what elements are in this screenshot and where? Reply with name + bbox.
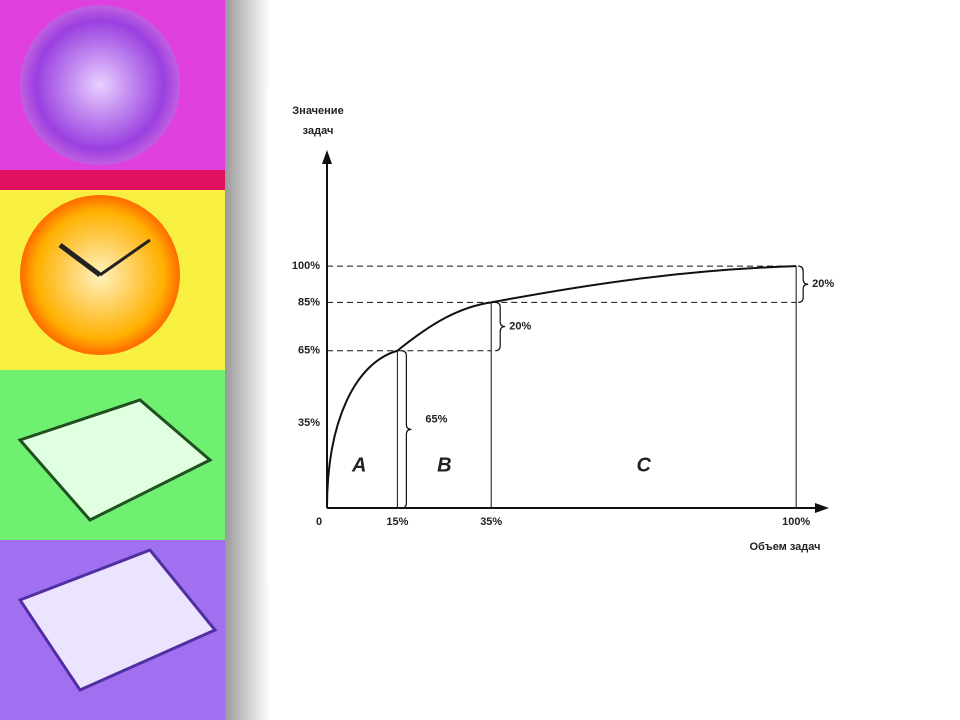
decor-images [0, 0, 270, 720]
annotation: 20% [509, 320, 531, 332]
x-tick-label: 0 [316, 516, 322, 528]
y-tick-label: 35% [298, 417, 320, 429]
x-axis-arrow [815, 503, 829, 513]
y-axis-arrow [322, 150, 332, 164]
x-tick-label: 35% [480, 516, 502, 528]
y-axis-title: Значение задач [292, 105, 344, 137]
region-label: C [636, 454, 651, 476]
y-tick-label: 100% [292, 260, 320, 272]
chart-area [268, 88, 840, 582]
annotation: 20% [812, 278, 834, 290]
annotation: 65% [425, 413, 447, 425]
curve [326, 265, 797, 509]
x-tick-label: 100% [782, 516, 810, 528]
region-label: B [437, 454, 451, 476]
y-tick-label: 85% [298, 296, 320, 308]
region-label: A [351, 454, 366, 476]
x-axis-title: Объем задач [749, 541, 821, 553]
x-tick-label: 15% [386, 516, 408, 528]
y-tick-label: 65% [298, 345, 320, 357]
